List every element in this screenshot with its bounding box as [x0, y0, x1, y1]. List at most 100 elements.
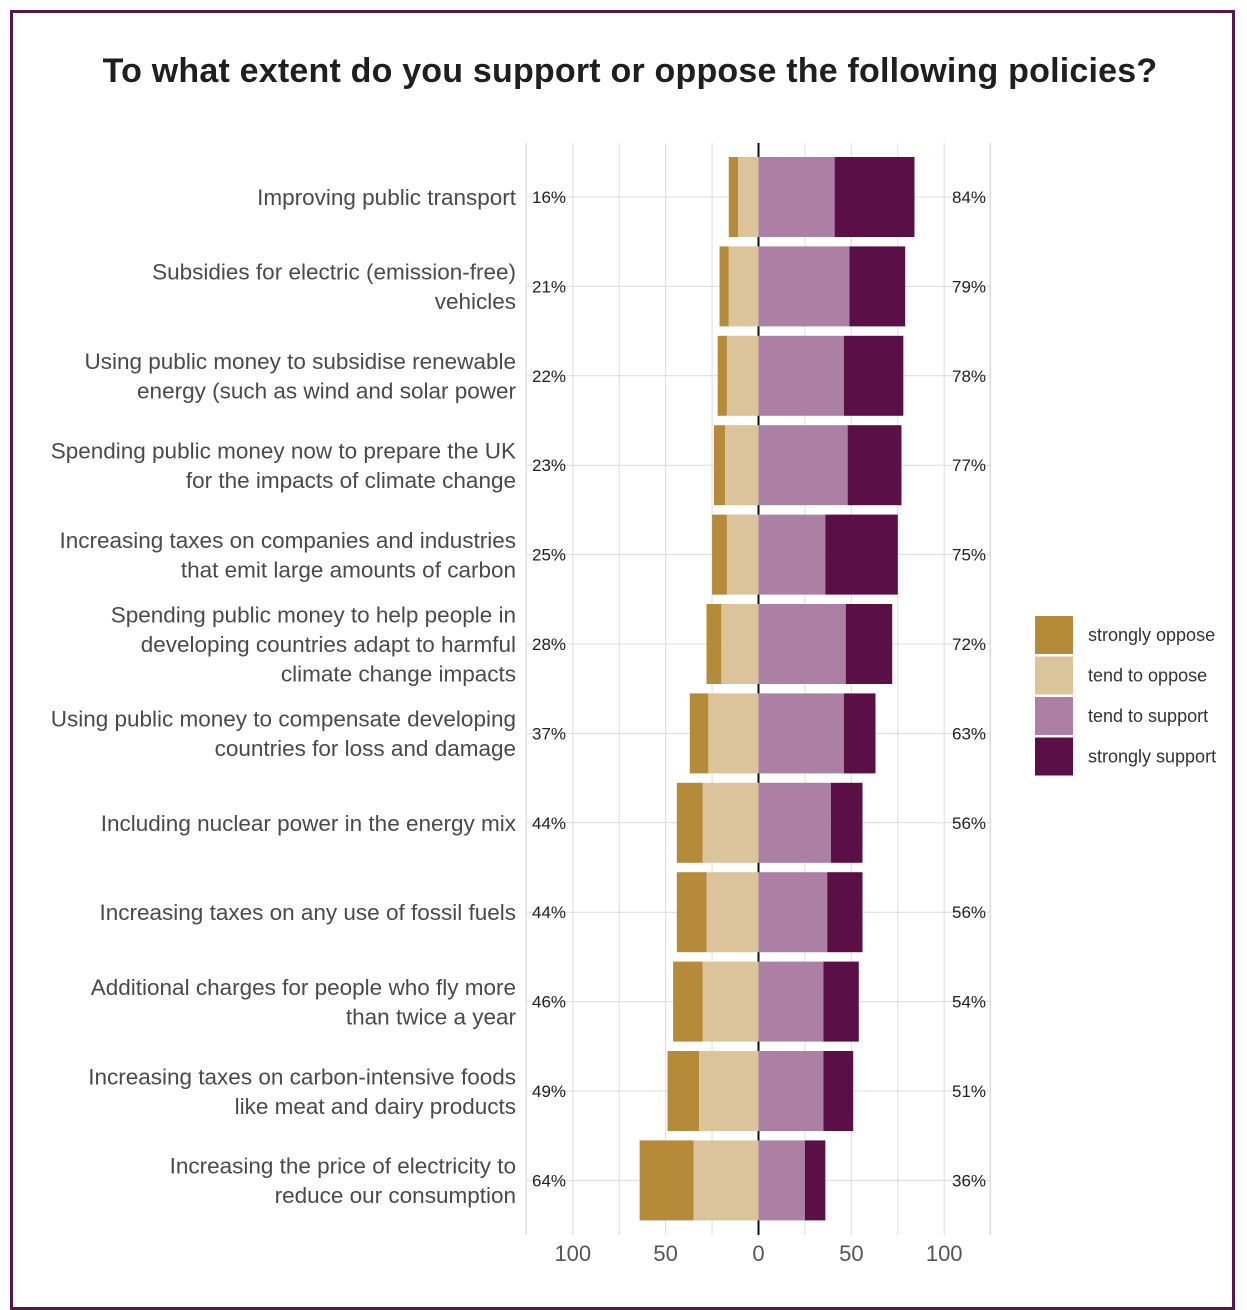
category-label-line: countries for loss and damage [215, 736, 516, 761]
support-total: 84% [952, 188, 986, 207]
bar-strongly-support [847, 425, 902, 506]
chart-frame [10, 10, 1235, 1310]
bar-tend-to-support [758, 693, 844, 774]
x-axis-ticks: 100 50 0 50 100 [554, 1241, 962, 1266]
bar-strongly-oppose [717, 335, 727, 416]
legend-label: strongly support [1088, 747, 1216, 767]
category-label-line: vehicles [435, 289, 516, 314]
bar-tend-to-oppose [728, 246, 759, 327]
support-total: 78% [952, 367, 986, 386]
support-total: 79% [952, 277, 986, 296]
legend-swatch [1035, 697, 1073, 735]
support-total: 72% [952, 635, 986, 654]
oppose-total: 21% [532, 277, 566, 296]
category-label-line: Spending public money to help people in [111, 603, 516, 628]
bar-tend-to-support [758, 425, 848, 506]
bar-strongly-support [825, 514, 898, 595]
bar-tend-to-support [758, 335, 844, 416]
oppose-total: 46% [532, 993, 566, 1012]
bar-strongly-oppose [676, 872, 707, 953]
support-total: 77% [952, 456, 986, 475]
bar-strongly-oppose [689, 693, 709, 774]
oppose-total: 16% [532, 188, 566, 207]
category-label: Using public money to subsidise renewabl… [85, 349, 517, 404]
bar-tend-to-support [758, 604, 846, 684]
category-label-line: than twice a year [346, 1004, 517, 1029]
category-label-line: Increasing taxes on any use of fossil fu… [100, 900, 516, 925]
x-tick-label: 50 [839, 1241, 863, 1266]
category-label: Increasing the price of electricity to re… [170, 1154, 516, 1209]
oppose-total: 37% [532, 724, 566, 743]
legend-label: tend to support [1088, 706, 1208, 726]
bar-strongly-support [845, 604, 893, 684]
bar-strongly-support [827, 872, 863, 953]
category-label: Increasing taxes on carbon-intensive foo… [88, 1064, 516, 1119]
oppose-total: 22% [532, 367, 566, 386]
bar-tend-to-support [758, 961, 824, 1042]
bar-strongly-support [843, 335, 904, 416]
category-label-line: Using public money to compensate develop… [51, 707, 516, 732]
bar-tend-to-support [758, 157, 835, 237]
category-label-line: Increasing taxes on carbon-intensive foo… [88, 1064, 516, 1089]
bar-tend-to-oppose [726, 514, 759, 595]
bar-strongly-oppose [676, 782, 703, 863]
bar-tend-to-support [758, 1051, 824, 1131]
category-label: Using public money to compensate develop… [51, 707, 516, 762]
category-label-line: Using public money to subsidise renewabl… [85, 349, 517, 374]
category-label: Subsidies for electric (emission-free) ve… [152, 260, 516, 315]
oppose-total: 44% [532, 903, 566, 922]
chart-title: To what extent do you support or oppose … [102, 52, 1158, 90]
category-label-line: that emit large amounts of carbon [181, 557, 516, 582]
support-total: 36% [952, 1171, 986, 1190]
legend-label: tend to oppose [1088, 666, 1207, 686]
support-total: 63% [952, 724, 986, 743]
category-label-line: Subsidies for electric (emission-free) [152, 260, 516, 285]
category-label: Increasing taxes on any use of fossil fu… [100, 900, 516, 925]
category-label-line: reduce our consumption [275, 1183, 516, 1208]
support-total: 51% [952, 1082, 986, 1101]
category-label-line: for the impacts of climate change [186, 468, 516, 493]
bar-strongly-oppose [639, 1140, 694, 1221]
bar-strongly-oppose [706, 604, 722, 684]
bar-strongly-oppose [713, 425, 726, 506]
bar-tend-to-oppose [702, 782, 759, 863]
category-label: Increasing taxes on companies and indust… [59, 528, 516, 583]
category-label-line: Increasing taxes on companies and indust… [59, 528, 516, 553]
x-tick-label: 0 [752, 1241, 764, 1266]
bar-strongly-support [823, 1051, 854, 1131]
category-label: Spending public money to help people in d… [111, 603, 516, 687]
bar-tend-to-support [758, 872, 828, 953]
category-label: Improving public transport [257, 185, 517, 210]
bar-tend-to-oppose [725, 425, 759, 506]
category-label-line: developing countries adapt to harmful [141, 632, 516, 657]
legend-swatch [1035, 656, 1073, 695]
category-label: Including nuclear power in the energy mi… [101, 811, 517, 836]
bar-tend-to-oppose [693, 1140, 759, 1221]
support-total: 54% [952, 993, 986, 1012]
category-labels: Improving public transport Subsidies for … [51, 185, 517, 1208]
oppose-total: 44% [532, 814, 566, 833]
bar-tend-to-support [758, 1140, 805, 1221]
bar-tend-to-support [758, 514, 826, 595]
support-total: 56% [952, 814, 986, 833]
bar-tend-to-oppose [726, 335, 759, 416]
category-label-line: Spending public money now to prepare the… [51, 438, 516, 463]
category-label-line: climate change impacts [281, 662, 516, 687]
category-label-line: Increasing the price of electricity to [170, 1154, 516, 1179]
bar-tend-to-oppose [738, 157, 759, 237]
bar-strongly-oppose [667, 1051, 700, 1131]
legend-swatch [1035, 616, 1073, 654]
bar-strongly-oppose [673, 961, 703, 1042]
x-tick-label: 100 [926, 1241, 963, 1266]
support-total: 56% [952, 903, 986, 922]
bar-strongly-support [843, 693, 876, 774]
category-label-line: like meat and dairy products [235, 1094, 516, 1119]
oppose-total: 64% [532, 1171, 566, 1190]
legend-swatch [1035, 737, 1073, 776]
oppose-total: 23% [532, 456, 566, 475]
bar-tend-to-support [758, 246, 850, 327]
category-label-line: Including nuclear power in the energy mi… [101, 811, 517, 836]
bar-strongly-support [823, 961, 859, 1042]
category-label-line: Improving public transport [257, 185, 517, 210]
